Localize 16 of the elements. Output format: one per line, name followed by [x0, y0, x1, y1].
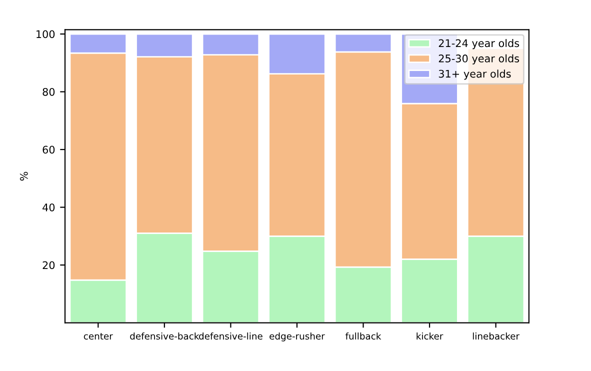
x-tick-label: edge-rusher — [270, 332, 325, 342]
y-axis-title: % — [20, 172, 28, 181]
y-tick-label: 20 — [42, 261, 55, 270]
x-tick-label: linebacker — [472, 332, 520, 340]
y-tick-label: 40 — [42, 203, 55, 212]
legend-label: 31+ year olds — [438, 70, 511, 80]
x-tick-label: kicker — [416, 332, 444, 340]
y-tick-label: 80 — [42, 88, 55, 96]
legend-label: 21-24 year olds — [438, 39, 520, 50]
x-tick-label: center — [84, 333, 113, 340]
x-tick-label: defensive-back — [130, 332, 200, 340]
x-tick-label: fullback — [346, 332, 382, 340]
x-tick-label: defensive-line — [199, 332, 262, 340]
y-tick-label: 100 — [36, 30, 55, 38]
y-tick-label: 60 — [42, 146, 55, 154]
legend-label: 25-30 year olds — [438, 54, 520, 64]
